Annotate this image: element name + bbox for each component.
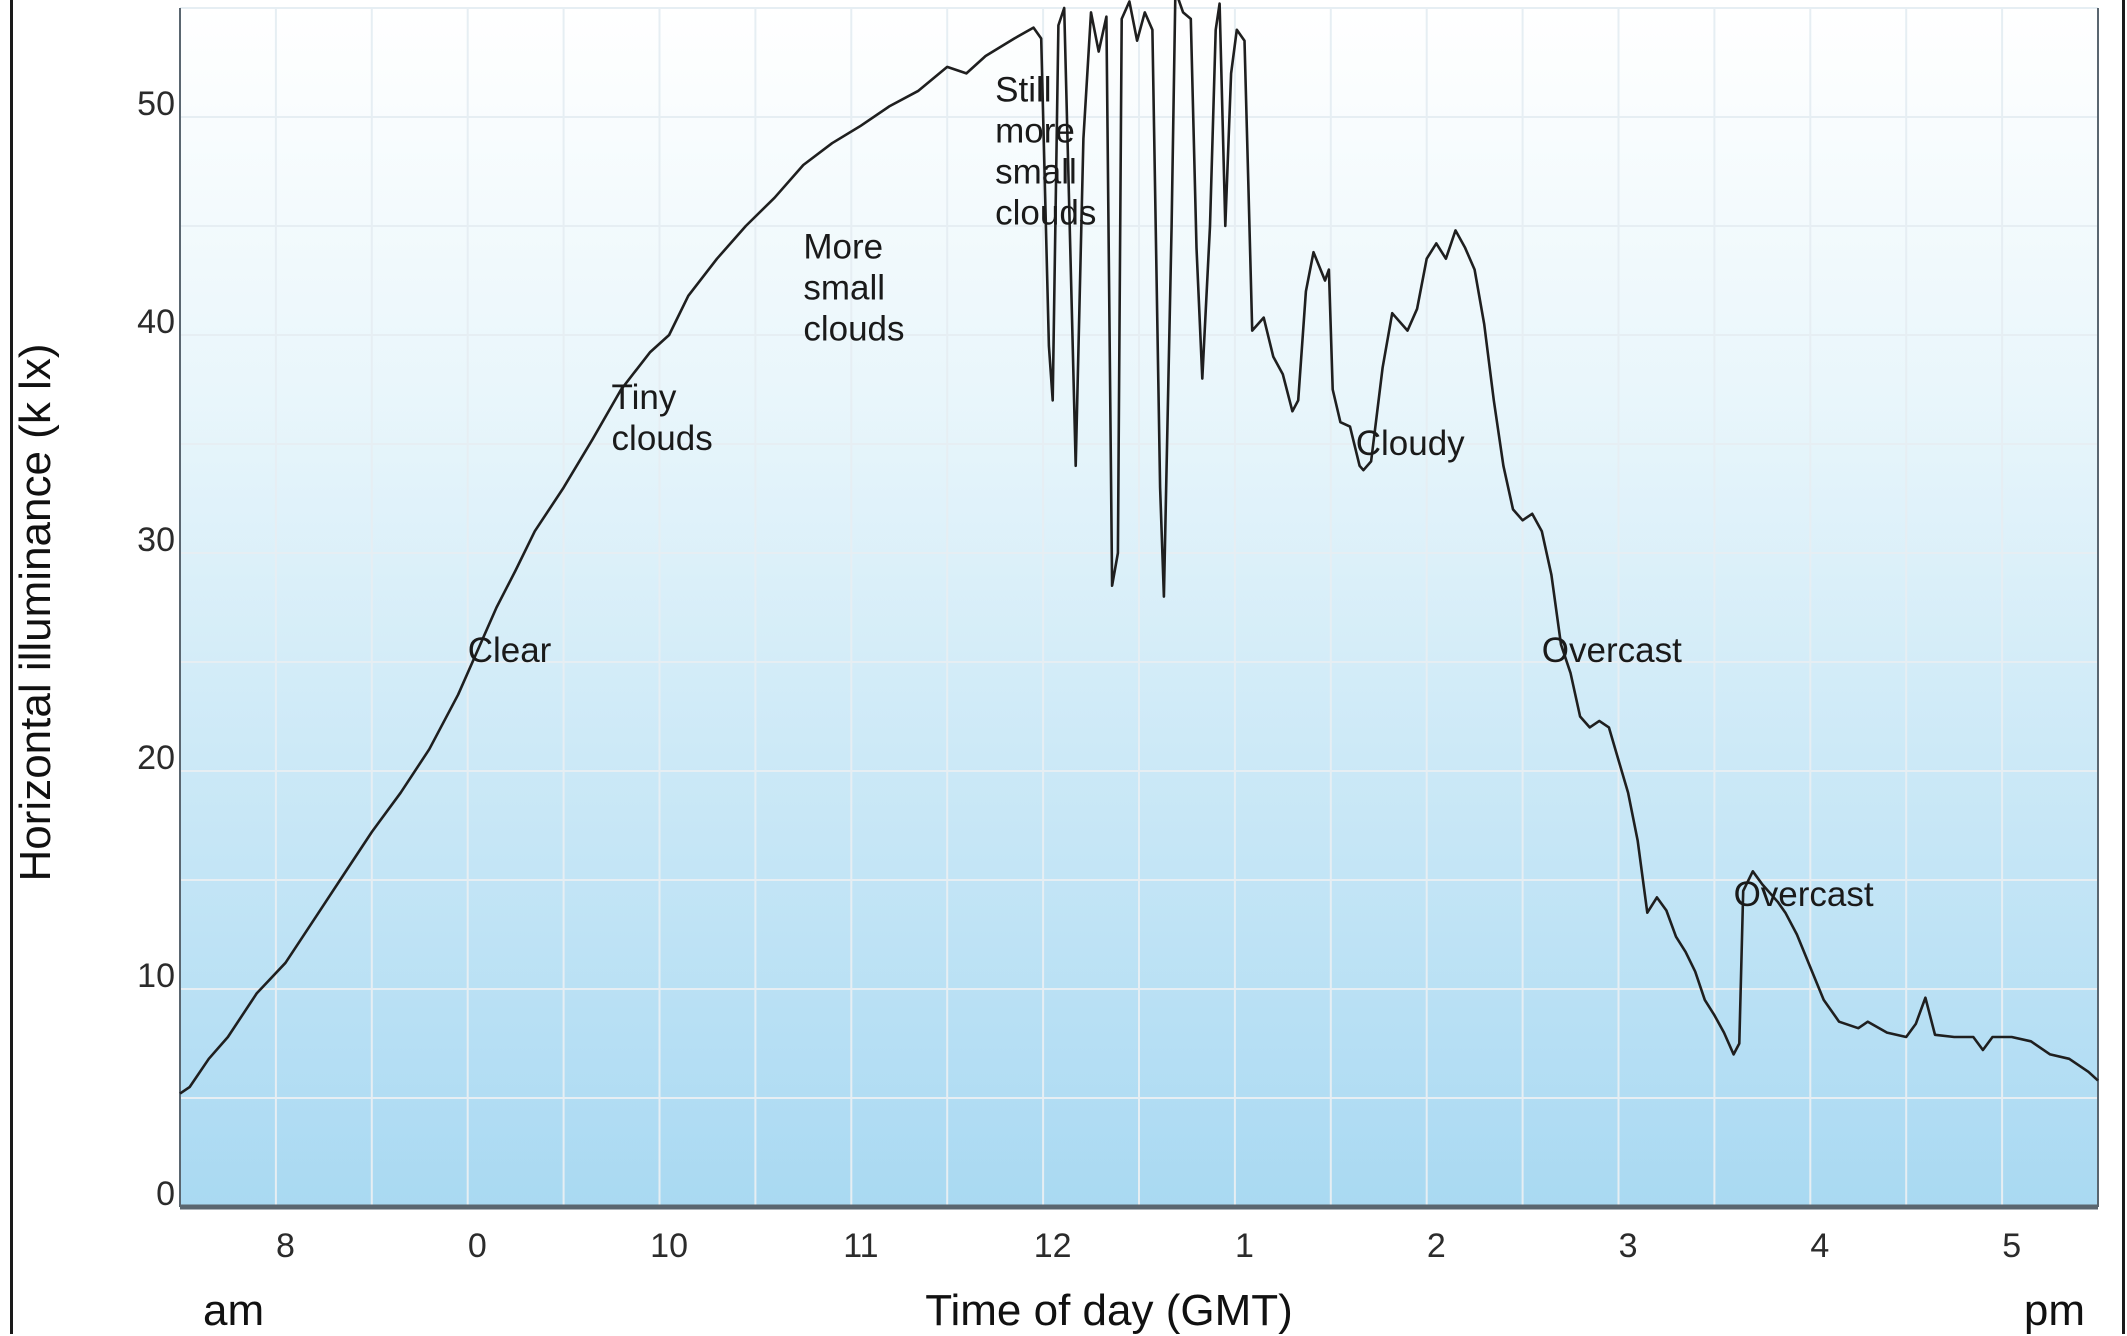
y-tick-label: 20 — [137, 739, 175, 777]
x-axis-start-label: am — [203, 1286, 264, 1335]
x-tick-label: 0 — [468, 1227, 487, 1265]
annotation-label: Overcast — [1734, 875, 1874, 914]
x-tick-label: 2 — [1427, 1227, 1446, 1265]
annotation-label: Clear — [468, 631, 552, 670]
x-tick-label: 1 — [1235, 1227, 1254, 1265]
x-axis-title: Time of day (GMT) — [925, 1286, 1293, 1335]
annotation-label: Overcast — [1542, 631, 1682, 670]
y-axis-title: Horizontal illuminance (k lx) — [11, 344, 60, 882]
annotation-label: Tiny clouds — [612, 378, 713, 458]
grid — [179, 7, 2099, 1208]
chart-frame — [10, 0, 2125, 1334]
x-tick-label: 3 — [1619, 1227, 1638, 1265]
annotations: Clear Tiny clouds More small clouds Still more s… — [468, 71, 1874, 914]
y-tick-label: 0 — [156, 1175, 175, 1213]
y-tick-label: 50 — [137, 85, 175, 123]
y-tick-label: 30 — [137, 521, 175, 559]
x-tick-label: 10 — [650, 1227, 688, 1265]
x-tick-label: 11 — [843, 1227, 878, 1265]
x-tick-label: 8 — [276, 1227, 295, 1265]
x-tick-label: 5 — [2002, 1227, 2021, 1265]
axes — [179, 8, 2099, 1210]
y-tick-label: 40 — [137, 303, 175, 341]
x-tick-label: 12 — [1034, 1227, 1072, 1265]
x-axis-end-label: pm — [2024, 1286, 2085, 1335]
annotation-label: More small clouds — [803, 228, 904, 349]
annotation-label: Cloudy — [1356, 424, 1465, 463]
series-line — [179, 0, 2099, 1095]
y-tick-label: 10 — [137, 957, 175, 995]
annotation-label: Still more small clouds — [995, 71, 1096, 233]
x-tick-label: 4 — [1810, 1227, 1829, 1265]
